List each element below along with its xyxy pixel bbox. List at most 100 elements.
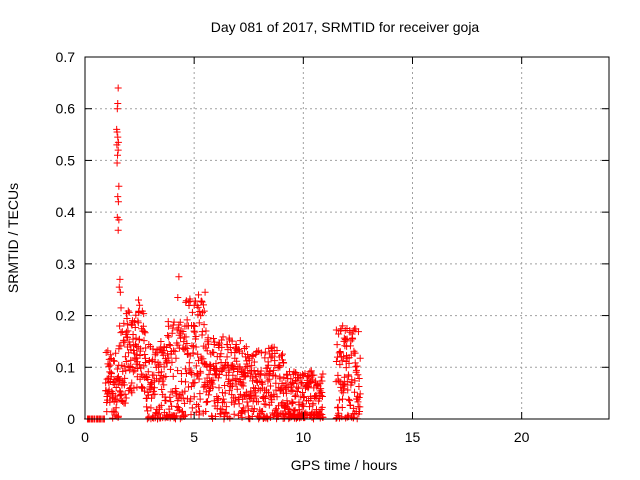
data-point — [172, 385, 180, 393]
data-point — [107, 351, 115, 359]
data-point — [121, 390, 129, 398]
data-point — [117, 304, 125, 312]
data-point — [250, 384, 258, 392]
data-point — [148, 394, 156, 402]
data-point — [137, 370, 145, 378]
data-point — [218, 343, 226, 351]
data-point — [154, 410, 162, 418]
data-point — [198, 298, 206, 306]
data-point — [333, 353, 341, 361]
data-point — [261, 348, 269, 356]
data-point — [174, 341, 182, 349]
data-point — [258, 407, 266, 415]
data-point — [245, 356, 253, 364]
data-point — [343, 342, 351, 350]
x-axis-label: GPS time / hours — [291, 457, 398, 473]
data-point — [207, 350, 215, 358]
data-point — [117, 342, 125, 350]
data-point — [291, 407, 299, 415]
data-point — [238, 349, 246, 357]
data-point — [128, 389, 136, 397]
data-point — [170, 347, 178, 355]
data-point — [110, 407, 118, 415]
data-point — [214, 394, 222, 402]
data-point — [229, 361, 237, 369]
data-point — [293, 383, 301, 391]
data-point — [332, 357, 340, 365]
data-point — [266, 413, 274, 421]
data-point — [228, 391, 236, 399]
data-point — [188, 404, 196, 412]
data-point — [250, 367, 258, 375]
data-point — [289, 399, 297, 407]
data-point — [172, 412, 180, 420]
data-point — [142, 344, 150, 352]
data-point — [187, 369, 195, 377]
data-point — [295, 406, 303, 414]
data-point — [120, 319, 128, 327]
data-point — [141, 351, 149, 359]
data-point — [248, 362, 256, 370]
data-point — [297, 380, 305, 388]
data-point — [235, 400, 243, 408]
data-point — [114, 193, 122, 201]
data-point — [212, 360, 220, 368]
data-point — [203, 347, 211, 355]
data-point — [317, 373, 325, 381]
data-point — [262, 401, 270, 409]
y-tick-label: 0.2 — [56, 308, 76, 324]
data-point — [354, 328, 362, 336]
data-point — [223, 340, 231, 348]
data-point — [164, 331, 172, 339]
data-point — [127, 356, 135, 364]
data-point — [134, 296, 142, 304]
data-point — [190, 327, 198, 335]
data-point — [243, 398, 251, 406]
data-point — [356, 390, 364, 398]
data-point — [349, 414, 357, 422]
data-point — [287, 375, 295, 383]
data-point — [335, 409, 343, 417]
data-point — [337, 325, 345, 333]
data-point — [242, 343, 250, 351]
data-point — [182, 370, 190, 378]
data-point — [165, 341, 173, 349]
data-point — [123, 314, 131, 322]
data-point — [210, 349, 218, 357]
data-point — [214, 374, 222, 382]
data-point — [149, 345, 157, 353]
x-tick-label: 15 — [405, 429, 421, 445]
data-point — [228, 337, 236, 345]
data-point — [299, 388, 307, 396]
data-point — [132, 334, 140, 342]
data-point — [192, 332, 200, 340]
data-point — [222, 403, 230, 411]
data-point — [229, 371, 237, 379]
data-point — [125, 308, 133, 316]
data-point — [116, 322, 124, 330]
data-point — [249, 377, 257, 385]
data-point — [112, 404, 120, 412]
data-point — [185, 359, 193, 367]
data-point — [188, 370, 196, 378]
data-point — [114, 380, 122, 388]
data-point — [202, 398, 210, 406]
data-point — [345, 372, 353, 380]
data-point — [254, 398, 262, 406]
data-point — [166, 393, 174, 401]
data-point — [332, 326, 340, 334]
data-point — [204, 334, 212, 342]
data-point — [112, 349, 120, 357]
data-point — [198, 297, 206, 305]
data-point — [217, 410, 225, 418]
data-point — [220, 398, 228, 406]
data-point — [196, 395, 204, 403]
data-point — [340, 373, 348, 381]
data-point — [272, 379, 280, 387]
data-point — [319, 370, 327, 378]
data-point — [299, 393, 307, 401]
data-point — [139, 372, 147, 380]
data-point — [233, 375, 241, 383]
data-point — [318, 389, 326, 397]
